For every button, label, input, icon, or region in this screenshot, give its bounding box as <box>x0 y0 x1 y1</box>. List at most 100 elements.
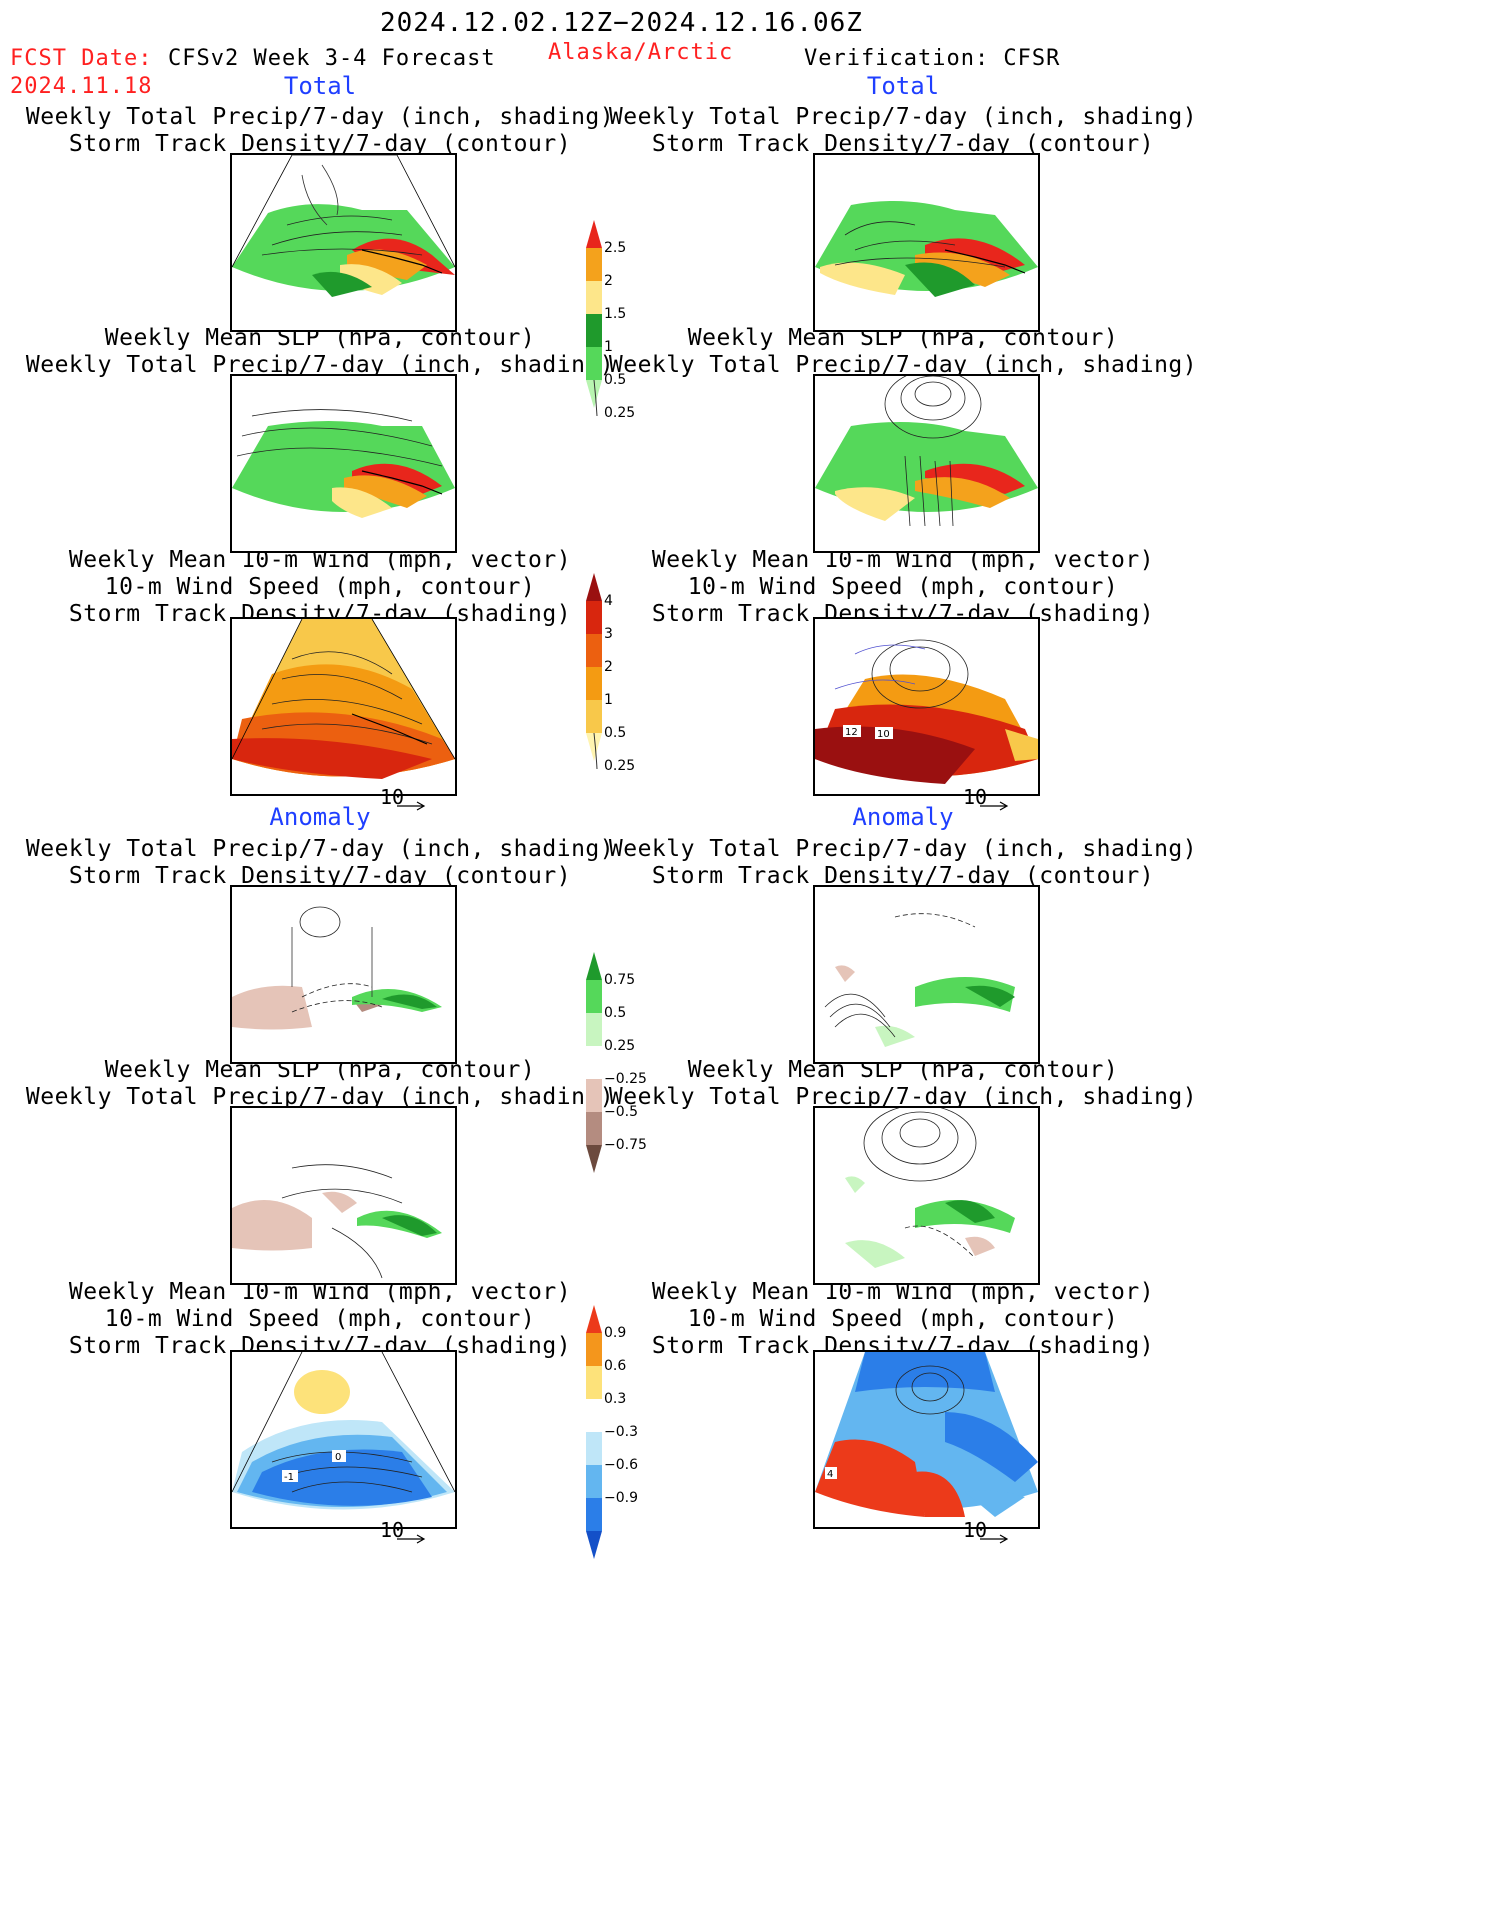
map-anom-precip-verification <box>813 885 1040 1064</box>
colorbar-label: 0.6 <box>604 1358 627 1374</box>
colorbar-segment <box>586 347 602 380</box>
colorbar-tail <box>593 732 598 770</box>
colorbar-segment <box>586 601 602 634</box>
colorbar-segment <box>586 733 602 761</box>
verification-label: Verification: CFSR <box>804 46 1061 71</box>
colorbar-label: −0.6 <box>604 1457 638 1473</box>
map-total-slp-verification <box>813 374 1040 553</box>
contour-label-neg1: -1 <box>284 1472 294 1483</box>
colorbar-label: −0.5 <box>604 1104 638 1120</box>
title-total-wind-verif: Weekly Mean 10-m Wind (mph, vector) 10-m … <box>651 547 1155 627</box>
colorbar-tail <box>593 379 598 417</box>
colorbar-segment <box>586 1366 602 1399</box>
map-anom-precip-forecast <box>230 885 457 1064</box>
colorbar-label: 0.75 <box>604 972 636 988</box>
colorbar-label: 0.9 <box>604 1325 627 1341</box>
colorbar-segment <box>586 1305 602 1333</box>
colorbar-svg <box>586 952 602 1173</box>
colorbar-segment <box>586 700 602 733</box>
colorbar-segment <box>586 380 602 408</box>
section-anomaly-verification: Anomaly <box>852 803 954 831</box>
fcst-date-label: FCST Date: <box>10 46 153 71</box>
colorbar-segment <box>586 220 602 248</box>
colorbar-segment <box>586 1531 602 1559</box>
colorbar-svg <box>586 1305 602 1559</box>
map-total-wind-forecast <box>230 617 457 796</box>
colorbar-segment <box>586 634 602 667</box>
colorbar-svg <box>586 573 602 770</box>
colorbar-segment <box>586 1112 602 1145</box>
colorbar-segment <box>586 1013 602 1046</box>
valid-period: 2024.12.02.12Z−2024.12.16.06Z <box>380 8 863 38</box>
colorbar-segment <box>586 1145 602 1173</box>
colorbar-label: 2 <box>604 659 613 675</box>
colorbar-label: 2.5 <box>604 240 627 256</box>
colorbar-label: 1 <box>604 692 613 708</box>
colorbar-label: −0.75 <box>604 1137 647 1153</box>
colorbar-storm-total: 4 3 2 1 0.5 0.25 <box>586 573 656 811</box>
colorbar-segment <box>586 573 602 601</box>
colorbar-label: 2 <box>604 273 613 289</box>
colorbar-label: 1.5 <box>604 306 627 322</box>
colorbar-segment <box>586 952 602 980</box>
colorbar-label: −0.3 <box>604 1424 638 1440</box>
map-total-wind-verification: 12 10 <box>813 617 1040 796</box>
section-anomaly-forecast: Anomaly <box>269 803 371 831</box>
fcst-date: 2024.11.18 <box>10 74 153 99</box>
vector-arrow-icon <box>397 1534 426 1544</box>
map-total-precip-forecast <box>230 153 457 332</box>
map-anom-wind-forecast: -1 0 <box>230 1350 457 1529</box>
section-total-verification: Total <box>866 72 940 100</box>
colorbar-segment <box>586 281 602 314</box>
vector-scale-anom-forecast: 10 <box>378 1510 427 1567</box>
colorbar-label: 0.25 <box>604 1038 636 1054</box>
model-title: CFSv2 Week 3-4 Forecast <box>168 46 496 71</box>
vector-scale-total-forecast: 10 <box>378 777 427 834</box>
map-total-slp-forecast <box>230 374 457 553</box>
colorbar-label: −0.25 <box>604 1071 647 1087</box>
title-anom-precip-verif: Weekly Total Precip/7-day (inch, shading… <box>608 836 1198 889</box>
colorbar-segment <box>586 248 602 281</box>
colorbar-segment <box>586 1333 602 1366</box>
map-anom-slp-verification <box>813 1106 1040 1285</box>
colorbar-label: 0.25 <box>604 405 636 421</box>
title-anom-wind-verif: Weekly Mean 10-m Wind (mph, vector) 10-m … <box>651 1279 1155 1359</box>
colorbar-label: 1 <box>604 339 613 355</box>
colorbar-storm-anom: 0.9 0.6 0.3 −0.3 −0.6 −0.9 <box>586 1305 656 1573</box>
map-anom-wind-verification: 4 <box>813 1350 1040 1529</box>
contour-label-12: 12 <box>845 727 858 738</box>
colorbar-precip-total: 2.5 2 1.5 1 0.5 0.25 <box>586 220 656 458</box>
contour-label-4: 4 <box>827 1469 833 1480</box>
colorbar-segment <box>586 1399 602 1432</box>
map-total-precip-verification <box>813 153 1040 332</box>
colorbar-segment <box>586 1465 602 1498</box>
colorbar-label: 3 <box>604 626 613 642</box>
colorbar-label: 4 <box>604 593 613 609</box>
colorbar-segment <box>586 980 602 1013</box>
title-anom-precip-fcst: Weekly Total Precip/7-day (inch, shading… <box>25 836 615 889</box>
colorbar-svg <box>586 220 602 417</box>
region-title: Alaska/Arctic <box>548 40 734 65</box>
title-total-slp-verif: Weekly Mean SLP (hPa, contour) Weekly Tot… <box>608 325 1198 378</box>
vector-arrow-icon <box>980 801 1009 811</box>
vector-arrow-icon <box>980 1534 1009 1544</box>
title-total-precip-verif: Weekly Total Precip/7-day (inch, shading… <box>608 104 1198 157</box>
colorbar-label: 0.5 <box>604 372 627 388</box>
colorbar-precip-anom: 0.75 0.5 0.25 −0.25 −0.5 −0.75 <box>586 952 656 1187</box>
colorbar-segment <box>586 1432 602 1465</box>
colorbar-label: 0.5 <box>604 1005 627 1021</box>
title-total-slp-fcst: Weekly Mean SLP (hPa, contour) Weekly Tot… <box>25 325 615 378</box>
section-total-forecast: Total <box>283 72 357 100</box>
colorbar-label: 0.25 <box>604 758 636 774</box>
colorbar-segment <box>586 1079 602 1112</box>
colorbar-segment <box>586 1046 602 1079</box>
colorbar-segment <box>586 314 602 347</box>
contour-label-10: 10 <box>877 729 890 740</box>
colorbar-label: −0.9 <box>604 1490 638 1506</box>
colorbar-segment <box>586 667 602 700</box>
vector-scale-total-verification: 10 <box>961 777 1010 834</box>
colorbar-label: 0.5 <box>604 725 627 741</box>
colorbar-segment <box>586 1498 602 1531</box>
title-total-precip-fcst: Weekly Total Precip/7-day (inch, shading… <box>25 104 615 157</box>
title-anom-slp-verif: Weekly Mean SLP (hPa, contour) Weekly Tot… <box>608 1057 1198 1110</box>
